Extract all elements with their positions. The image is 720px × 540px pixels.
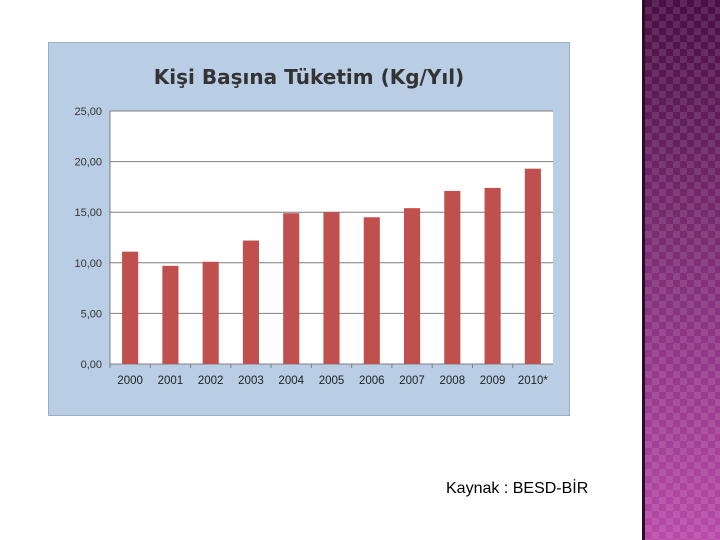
source-separator: : (499, 480, 513, 497)
x-tick-label: 2001 (158, 375, 184, 387)
x-tick-label: 2003 (238, 375, 264, 387)
bar-2005 (323, 212, 340, 364)
y-tick-label: 10,00 (74, 258, 102, 270)
y-tick-label: 15,00 (74, 207, 102, 219)
bar-2006 (363, 217, 380, 364)
x-tick-label: 2008 (440, 375, 466, 387)
x-tick-label: 2006 (359, 375, 385, 387)
bar-chart: 0,00 5,00 10,00 15,00 20,00 25,00 2000 2001 2002… (74, 106, 553, 387)
source-note: Kaynak : BESD-BİR (446, 480, 588, 498)
source-label: Kaynak (446, 480, 500, 497)
y-tick-label: 0,00 (81, 359, 102, 371)
x-tick-label: 2007 (399, 375, 425, 387)
y-tick-label: 20,00 (74, 157, 102, 169)
bar-2002 (202, 261, 219, 364)
source-value: BESD-BİR (512, 480, 589, 497)
bar-2000 (122, 251, 139, 364)
bar-2001 (162, 265, 179, 364)
y-tick-label: 25,00 (74, 106, 102, 118)
bar-2003 (242, 240, 260, 364)
y-tick-label: 5,00 (81, 308, 102, 320)
decorative-side-band (642, 0, 720, 540)
bar-2009 (484, 187, 501, 364)
x-tick-label: 2005 (319, 375, 345, 387)
x-tick-label: 2009 (480, 375, 506, 387)
x-tick-label: 2000 (117, 375, 143, 387)
chart-frame: Kişi Başına Tüketim (Kg/Yıl) 0,00 5,00 10,… (48, 42, 570, 416)
x-tick-label: 2010* (518, 375, 549, 387)
chart-title: Kişi Başına Tüketim (Kg/Yıl) (153, 65, 465, 89)
bar-2008 (444, 190, 461, 364)
x-tick-label: 2002 (198, 375, 224, 387)
bar-2007 (403, 208, 421, 364)
bar-2010* (524, 168, 541, 364)
bar-2004 (283, 213, 300, 364)
x-tick-label: 2004 (278, 375, 304, 387)
